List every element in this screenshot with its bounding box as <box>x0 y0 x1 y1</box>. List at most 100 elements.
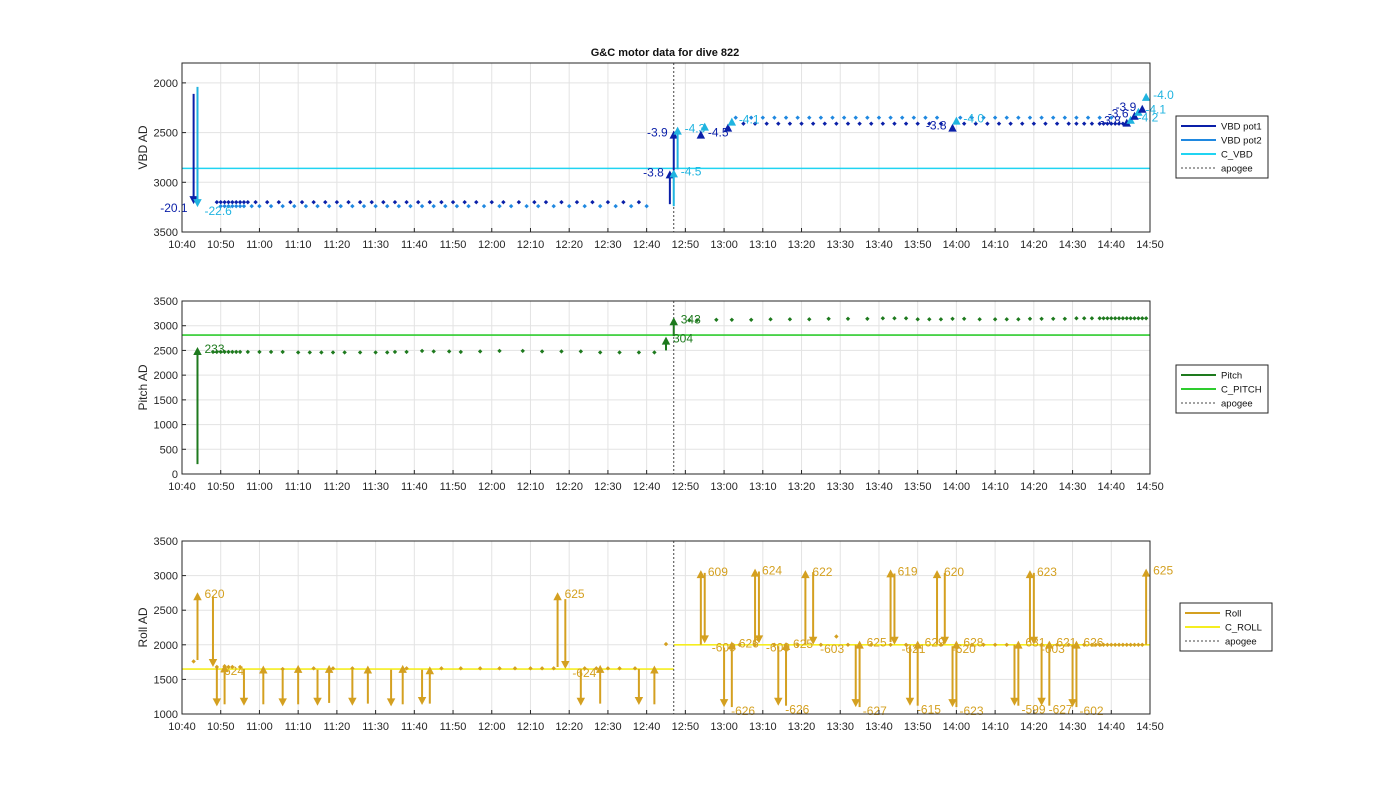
y-tick-label: 0 <box>172 469 178 481</box>
y-tick-label: 1000 <box>154 709 178 721</box>
y-axis-label: Roll AD <box>136 607 150 647</box>
data-point <box>1105 121 1110 126</box>
data-point <box>663 641 669 647</box>
data-point <box>1066 642 1071 647</box>
y-axis-label: VBD AD <box>136 125 150 169</box>
move-label: 233 <box>204 342 224 356</box>
move-arrow-head <box>952 640 961 649</box>
data-point <box>385 350 390 355</box>
data-point <box>865 115 870 120</box>
data-point <box>1081 316 1087 321</box>
data-point <box>373 203 378 209</box>
data-point <box>741 121 746 126</box>
move-label: 629 <box>925 636 945 650</box>
data-point <box>288 199 293 205</box>
y-tick-label: 2500 <box>154 345 178 357</box>
x-tick-label: 12:20 <box>555 239 583 251</box>
data-point <box>594 666 599 671</box>
data-point <box>1112 121 1118 126</box>
data-point <box>737 642 742 647</box>
data-point <box>222 203 227 209</box>
data-point <box>938 642 944 647</box>
x-tick-label: 12:20 <box>555 721 583 733</box>
move-label: -623 <box>960 704 984 718</box>
move-arrow-head <box>293 664 303 673</box>
move-label: 343 <box>681 312 701 326</box>
data-point <box>1097 642 1102 647</box>
plot-area <box>182 301 1150 474</box>
data-point <box>927 317 932 322</box>
data-point <box>1097 121 1102 126</box>
data-point <box>915 317 920 322</box>
y-tick-label: 1000 <box>154 420 178 432</box>
data-point <box>431 349 436 354</box>
move-arrow-head <box>727 117 737 126</box>
x-tick-label: 12:40 <box>633 239 661 251</box>
data-point <box>214 199 220 205</box>
data-point <box>938 121 944 126</box>
data-point <box>218 203 223 209</box>
y-tick-label: 3500 <box>154 536 178 548</box>
data-point <box>462 199 467 205</box>
move-arrow-head <box>386 698 396 707</box>
data-point <box>551 666 556 671</box>
data-point <box>477 349 483 354</box>
move-arrow-head <box>940 636 950 645</box>
move-label: -4.1 <box>739 113 760 127</box>
data-point <box>350 203 355 209</box>
data-point <box>992 317 998 322</box>
data-point <box>323 199 328 205</box>
move-arrow-head <box>259 665 268 674</box>
data-point <box>439 199 444 205</box>
y-tick-label: 3500 <box>154 296 178 308</box>
data-point <box>961 121 967 126</box>
move-arrow-head <box>801 570 810 579</box>
data-point <box>977 317 982 322</box>
move-label: 304 <box>673 332 693 346</box>
data-point <box>1016 115 1021 120</box>
data-point <box>1031 121 1037 126</box>
data-point <box>234 203 239 209</box>
x-tick-label: 14:20 <box>1020 239 1048 251</box>
data-point <box>729 317 735 322</box>
data-point <box>222 199 227 205</box>
data-point <box>230 664 235 670</box>
x-tick-label: 11:40 <box>401 239 428 251</box>
data-point <box>218 199 223 205</box>
x-tick-label: 13:10 <box>749 721 777 733</box>
x-tick-label: 14:50 <box>1136 721 1164 733</box>
data-point <box>226 203 231 209</box>
legend-label: apogee <box>1221 399 1253 410</box>
x-tick-label: 14:10 <box>981 721 1009 733</box>
move-arrow-head <box>313 697 322 706</box>
data-point <box>543 199 549 205</box>
data-point <box>539 349 545 354</box>
data-point <box>404 666 409 671</box>
x-tick-label: 11:30 <box>362 481 389 493</box>
data-point <box>489 199 494 205</box>
data-point <box>264 199 270 205</box>
data-point <box>311 666 316 671</box>
data-point <box>617 666 622 671</box>
data-point <box>768 317 773 322</box>
data-point <box>985 121 990 126</box>
data-point <box>1085 115 1091 120</box>
data-point <box>1054 642 1060 647</box>
data-point <box>888 642 893 647</box>
data-point <box>237 349 243 355</box>
move-arrow-head <box>851 699 860 708</box>
x-tick-label: 12:10 <box>517 481 545 493</box>
data-point <box>1051 316 1056 321</box>
data-point <box>539 666 545 671</box>
data-point <box>1128 316 1133 321</box>
x-tick-label: 11:10 <box>285 239 312 251</box>
move-label: -4.0 <box>1153 88 1174 102</box>
data-point <box>865 316 870 321</box>
data-point <box>748 115 754 120</box>
data-point <box>992 115 998 120</box>
x-tick-label: 13:30 <box>826 239 854 251</box>
figure-title: G&C motor data for dive 822 <box>591 47 740 59</box>
x-tick-label: 12:40 <box>633 481 661 493</box>
data-point <box>330 350 336 355</box>
data-point <box>439 666 444 671</box>
